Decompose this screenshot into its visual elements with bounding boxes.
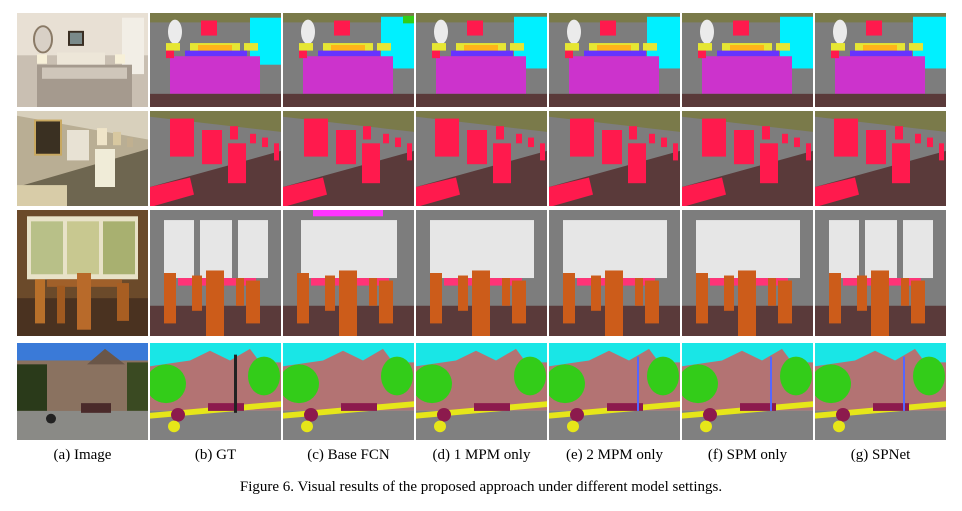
dining-room-spnet-graphic xyxy=(815,210,946,336)
street-mpm2-graphic xyxy=(549,343,680,440)
cell-street-basefcn xyxy=(283,343,414,440)
column-label-spnet: (g) SPNet xyxy=(850,447,911,463)
cell-dining-room-spm xyxy=(682,210,813,336)
dining-room-spm-graphic xyxy=(682,210,813,336)
gallery-spm-graphic xyxy=(682,111,813,206)
cell-dining-room-spnet xyxy=(815,210,946,336)
bedroom-mpm2-graphic xyxy=(549,13,680,107)
street-image-graphic xyxy=(17,343,148,440)
gallery-spnet-graphic xyxy=(815,111,946,206)
bedroom-gt-graphic xyxy=(150,13,281,107)
cell-bedroom-image xyxy=(17,13,148,107)
cell-street-gt xyxy=(150,343,281,440)
column-label-mpm1: (d) 1 MPM only xyxy=(432,447,531,463)
dining-room-image-graphic xyxy=(17,210,148,336)
cell-bedroom-mpm2 xyxy=(549,13,680,107)
cell-gallery-basefcn xyxy=(283,111,414,206)
bedroom-basefcn-graphic xyxy=(283,13,414,107)
gallery-image-graphic xyxy=(17,111,148,206)
street-spnet-graphic xyxy=(815,343,946,440)
cell-gallery-gt xyxy=(150,111,281,206)
street-mpm1-graphic xyxy=(416,343,547,440)
cell-dining-room-gt xyxy=(150,210,281,336)
cell-street-mpm2 xyxy=(549,343,680,440)
cell-street-image xyxy=(17,343,148,440)
cell-bedroom-mpm1 xyxy=(416,13,547,107)
dining-room-mpm1-graphic xyxy=(416,210,547,336)
bedroom-spm-graphic xyxy=(682,13,813,107)
cell-bedroom-spnet xyxy=(815,13,946,107)
dining-room-gt-graphic xyxy=(150,210,281,336)
street-gt-graphic xyxy=(150,343,281,440)
cell-dining-room-mpm2 xyxy=(549,210,680,336)
cell-gallery-spm xyxy=(682,111,813,206)
street-basefcn-graphic xyxy=(283,343,414,440)
cell-bedroom-basefcn xyxy=(283,13,414,107)
results-grid xyxy=(17,13,946,440)
gallery-mpm1-graphic xyxy=(416,111,547,206)
bedroom-image-graphic xyxy=(17,13,148,107)
cell-bedroom-spm xyxy=(682,13,813,107)
bedroom-spnet-graphic xyxy=(815,13,946,107)
street-spm-graphic xyxy=(682,343,813,440)
cell-street-mpm1 xyxy=(416,343,547,440)
cell-gallery-mpm1 xyxy=(416,111,547,206)
gallery-mpm2-graphic xyxy=(549,111,680,206)
cell-dining-room-mpm1 xyxy=(416,210,547,336)
gallery-basefcn-graphic xyxy=(283,111,414,206)
cell-gallery-image xyxy=(17,111,148,206)
cell-gallery-spnet xyxy=(815,111,946,206)
column-label-basefcn: (c) Base FCN xyxy=(307,447,390,463)
figure-caption: Figure 6. Visual results of the proposed… xyxy=(239,479,723,495)
dining-room-basefcn-graphic xyxy=(283,210,414,336)
column-label-spm: (f) SPM only xyxy=(707,447,788,463)
cell-dining-room-basefcn xyxy=(283,210,414,336)
column-label-gt: (b) GT xyxy=(194,447,237,463)
cell-street-spnet xyxy=(815,343,946,440)
column-label-image: (a) Image xyxy=(53,447,112,463)
cell-street-spm xyxy=(682,343,813,440)
dining-room-mpm2-graphic xyxy=(549,210,680,336)
column-label-mpm2: (e) 2 MPM only xyxy=(565,447,664,463)
cell-bedroom-gt xyxy=(150,13,281,107)
bedroom-mpm1-graphic xyxy=(416,13,547,107)
cell-dining-room-image xyxy=(17,210,148,336)
gallery-gt-graphic xyxy=(150,111,281,206)
cell-gallery-mpm2 xyxy=(549,111,680,206)
